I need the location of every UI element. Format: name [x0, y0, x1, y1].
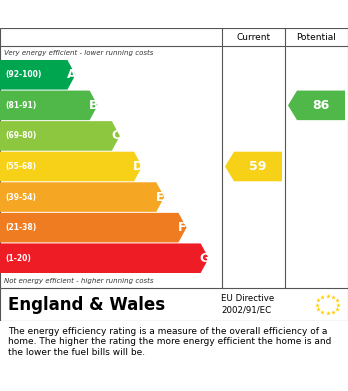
Text: (39-54): (39-54) — [5, 193, 36, 202]
Text: The energy efficiency rating is a measure of the overall efficiency of a home. T: The energy efficiency rating is a measur… — [8, 327, 331, 357]
Polygon shape — [0, 182, 164, 212]
Text: EU Directive
2002/91/EC: EU Directive 2002/91/EC — [221, 294, 274, 315]
Text: Current: Current — [236, 32, 270, 41]
Polygon shape — [0, 244, 209, 273]
Text: (21-38): (21-38) — [5, 223, 36, 232]
Text: 86: 86 — [313, 99, 330, 112]
Polygon shape — [0, 213, 187, 242]
Text: England & Wales: England & Wales — [8, 296, 165, 314]
Text: (81-91): (81-91) — [5, 101, 36, 110]
Text: E: E — [156, 190, 165, 204]
Text: A: A — [67, 68, 76, 81]
Polygon shape — [288, 91, 345, 120]
Text: 59: 59 — [249, 160, 267, 173]
Text: (1-20): (1-20) — [5, 254, 31, 263]
Text: Not energy efficient - higher running costs: Not energy efficient - higher running co… — [4, 278, 153, 284]
Text: C: C — [111, 129, 120, 142]
Text: (92-100): (92-100) — [5, 70, 41, 79]
Polygon shape — [0, 60, 76, 90]
Text: Very energy efficient - lower running costs: Very energy efficient - lower running co… — [4, 50, 153, 56]
Text: G: G — [199, 252, 210, 265]
Polygon shape — [0, 121, 120, 151]
Text: F: F — [178, 221, 187, 234]
Text: (69-80): (69-80) — [5, 131, 36, 140]
Text: (55-68): (55-68) — [5, 162, 36, 171]
Text: D: D — [133, 160, 143, 173]
Polygon shape — [0, 91, 98, 120]
Text: B: B — [89, 99, 98, 112]
Text: Potential: Potential — [296, 32, 337, 41]
Polygon shape — [0, 152, 142, 181]
Text: Energy Efficiency Rating: Energy Efficiency Rating — [8, 7, 210, 22]
Polygon shape — [225, 152, 282, 181]
